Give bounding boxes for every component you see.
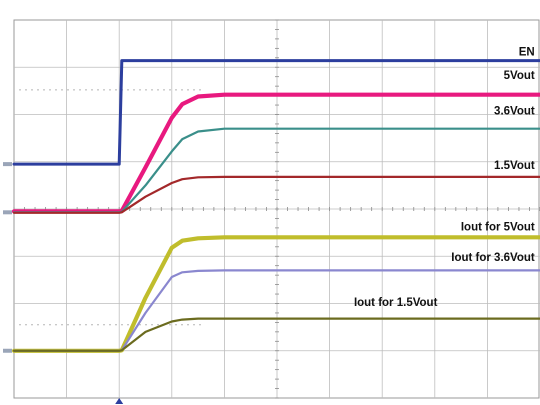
trace-1-5vout (12, 175, 540, 214)
axis-ticks (13, 19, 540, 399)
series-labels: EN 5Vout 3.6Vout 1.5Vout Iout for 5Vout Iout … (354, 46, 535, 308)
trace-iout-for-1-5vout (12, 317, 540, 352)
trace-en (12, 59, 540, 166)
trace-iout-for-5vout (11, 235, 540, 353)
channel-level-marker (3, 210, 12, 215)
trace-iout-for-3-6vout (12, 269, 540, 352)
traces (11, 59, 540, 353)
level-markers (3, 162, 124, 404)
series-label: Iout for 3.6Vout (451, 252, 535, 264)
trace-5vout (11, 92, 540, 214)
series-label: Iout for 5Vout (461, 221, 535, 233)
series-label: 5Vout (504, 70, 535, 82)
channel-level-marker (3, 348, 12, 353)
series-label: 3.6Vout (494, 106, 535, 118)
channel-level-marker (3, 162, 12, 167)
trigger-marker (115, 398, 124, 404)
series-label: 1.5Vout (494, 160, 535, 172)
series-label: EN (519, 46, 535, 58)
trace-3-6vout (12, 127, 540, 214)
series-label: Iout for 1.5Vout (354, 297, 438, 309)
